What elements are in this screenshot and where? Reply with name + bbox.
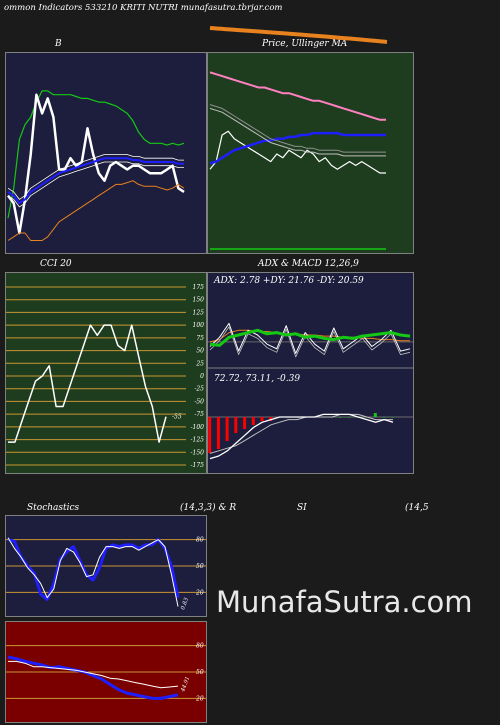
macd-histogram-bar	[391, 417, 395, 418]
rsi-panel: 80 50 20 44.91	[5, 621, 207, 723]
macd-histogram-bar	[234, 417, 238, 433]
bollinger-lower-line	[7, 180, 185, 241]
adx-plus-dy-line	[209, 322, 411, 354]
cci-tick-label: -100	[191, 424, 205, 431]
cci-panel: 175 150 125 100 75 50 25 0 -25 -50 -75 -100 -125 -150…	[5, 272, 207, 474]
watermark: MunafaSutra.com	[216, 585, 473, 619]
adx-plus-dy-shadow-line	[209, 326, 411, 358]
macd-histogram-bar	[216, 417, 220, 449]
bollinger-title: B	[55, 39, 62, 49]
macd-histogram-bar	[208, 417, 212, 453]
macd-histogram-bar	[225, 417, 229, 441]
cci-chart: 175 150 125 100 75 50 25 0 -25 -50 -75 -100 -125 -150…	[6, 284, 205, 469]
stochastics-k-line	[7, 538, 180, 601]
adx-macd-panel: ADX: 2.78 +DY: 21.76 -DY: 20.59 72.72, 7…	[207, 272, 414, 474]
rsi-last-value-label: 44.91	[180, 676, 191, 694]
cci-tick-label: 125	[193, 309, 205, 316]
macd-histogram-bar	[260, 417, 264, 421]
macd-histogram-bar	[269, 417, 273, 421]
cci-title: CCI 20	[40, 259, 72, 269]
price-ma-blue-line	[209, 131, 386, 165]
bollinger-chart	[7, 90, 185, 241]
price-ma-overflow-line	[209, 26, 388, 44]
adx-macd-chart	[208, 322, 413, 460]
macd-histogram-bar	[251, 417, 255, 425]
stochastics-panel: 80 50 20 0.83	[5, 515, 207, 617]
cci-tick-label: 75	[196, 335, 204, 342]
stochastics-chart: 80 50 20 0.83	[6, 537, 206, 611]
macd-line	[209, 413, 394, 460]
cci-tick-label: -175	[191, 462, 205, 469]
cci-tick-label: -75	[194, 411, 204, 418]
rsi-white-line	[8, 660, 179, 689]
header-title: ommon Indicators 533210 KRITI NUTRI muna…	[4, 3, 283, 13]
cci-line	[8, 324, 167, 443]
stochastics-d-line	[7, 537, 179, 607]
bollinger-mid-band-upper	[7, 154, 184, 200]
price-ma-gray-line	[209, 107, 386, 157]
bollinger-mid-line	[7, 157, 184, 205]
cci-tick-label: -125	[191, 437, 205, 444]
cci-tick-label: 175	[193, 284, 205, 291]
stochastics-tick-label: 20	[195, 589, 204, 596]
price-ma-price-line	[209, 130, 386, 174]
rsi-title: SI	[297, 503, 307, 513]
cci-tick-label: 25	[195, 360, 204, 367]
macd-values-label: 72.72, 73.11, -0.39	[214, 374, 301, 384]
cci-tick-label: 0	[200, 373, 204, 380]
macd-histogram-bar	[338, 417, 342, 418]
adx-macd-title: ADX & MACD 12,26,9	[258, 259, 359, 269]
bollinger-mid-band-lower	[7, 161, 184, 208]
cci-tick-label: 100	[193, 322, 205, 329]
macd-signal-line	[209, 413, 393, 454]
macd-histogram-bar	[373, 413, 377, 417]
rsi-chart: 80 50 20 44.91	[6, 643, 206, 702]
stochastics-title: Stochastics	[27, 503, 80, 513]
rsi-blue-line	[7, 655, 179, 700]
price-ma-darkgray-line	[209, 104, 386, 153]
cci-tick-label: -150	[191, 449, 205, 456]
bollinger-panel	[5, 52, 207, 254]
price-ma-chart	[209, 71, 386, 250]
bollinger-price-line	[7, 93, 185, 235]
rsi-tick-label: 20	[195, 695, 204, 702]
price-ma-pink-line	[209, 71, 386, 121]
rsi-tick-label: 50	[196, 669, 204, 676]
stochastics-tick-label: 50	[196, 563, 204, 570]
price-ma-panel	[207, 52, 414, 254]
adx-line	[209, 328, 411, 347]
cci-last-value-label: -55	[172, 414, 182, 421]
cci-tick-label: 50	[196, 348, 204, 355]
stochastics-params: (14,3,3) & R	[180, 503, 237, 513]
stochastics-tick-label: 80	[196, 537, 204, 544]
macd-histogram-bar	[382, 417, 386, 418]
stochastics-last-value-label: 0.83	[180, 597, 190, 611]
cci-tick-label: -25	[194, 386, 204, 393]
cci-tick-label: 150	[193, 297, 205, 304]
adx-minus-dy-line	[209, 329, 410, 343]
adx-values-label: ADX: 2.78 +DY: 21.76 -DY: 20.59	[214, 276, 364, 286]
macd-histogram-bar	[243, 417, 247, 429]
cci-tick-label: -50	[194, 398, 204, 405]
rsi-tick-label: 80	[196, 643, 204, 650]
price-ma-title: Price, Ullinger MA	[262, 39, 348, 49]
rsi-params: (14,5	[405, 503, 429, 513]
macd-histogram-bar	[347, 417, 351, 418]
